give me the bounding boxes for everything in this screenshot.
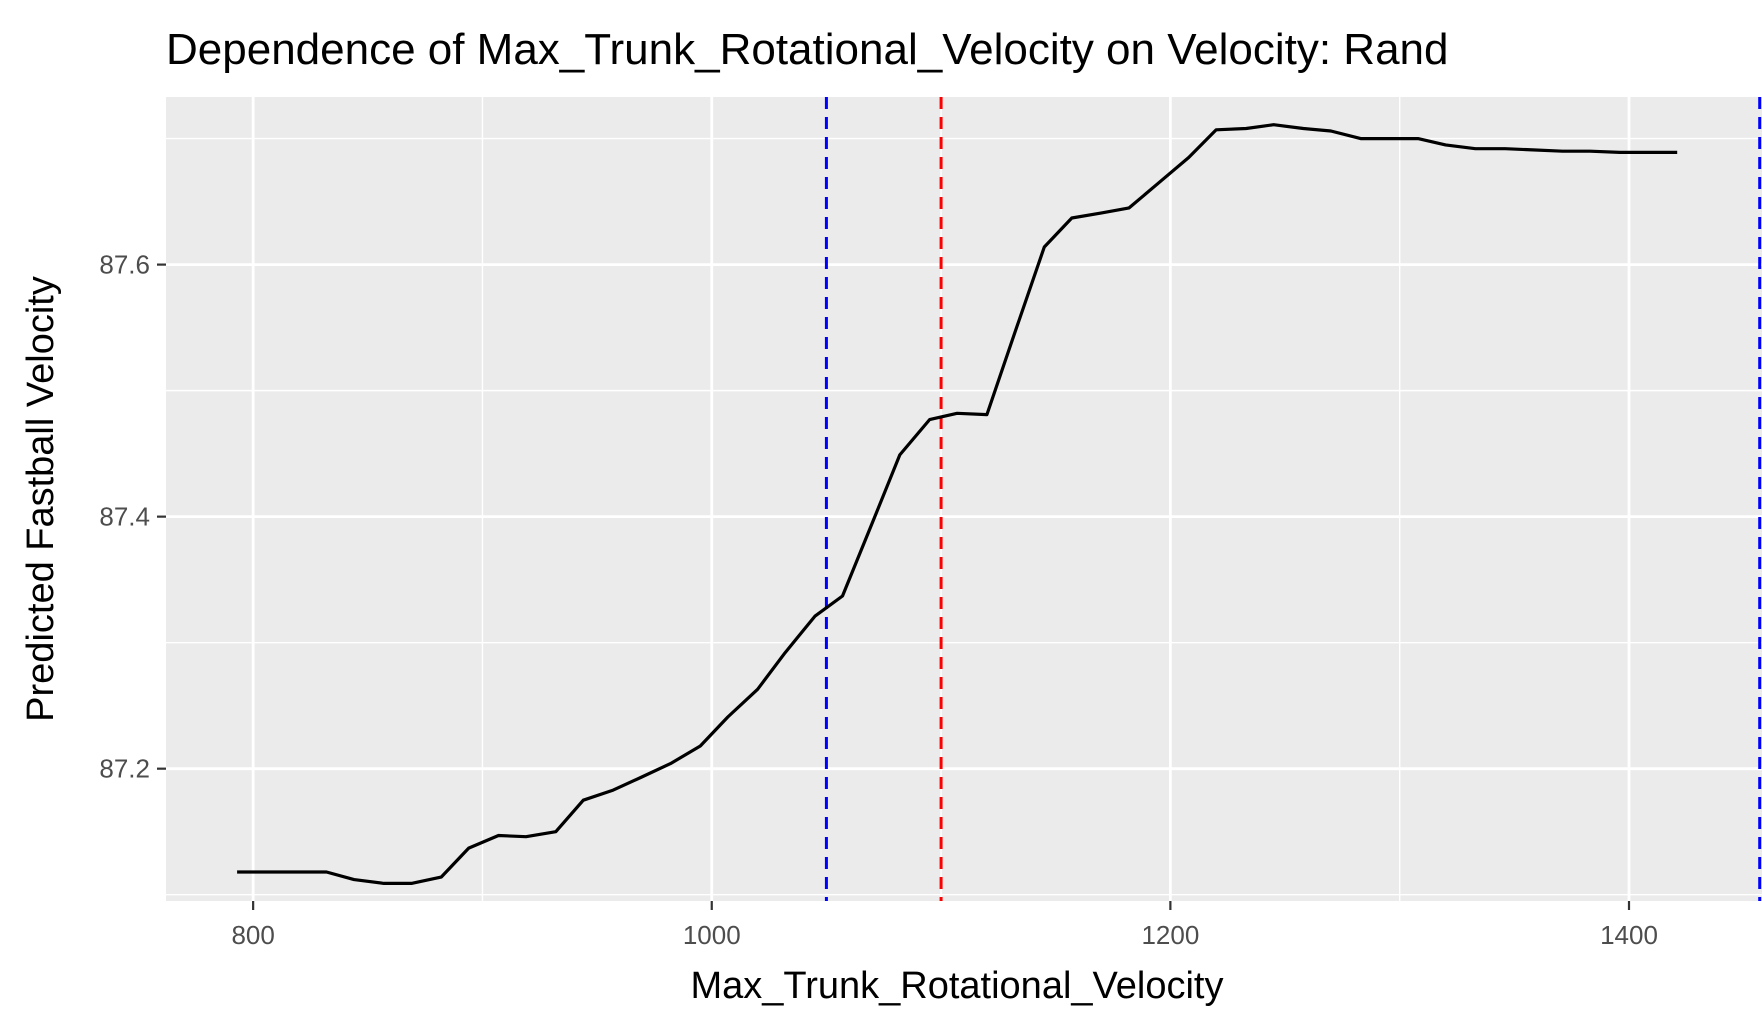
plot-panel [166, 97, 1762, 901]
x-axis-ticks: 800 1000 1200 1400 [231, 901, 1658, 950]
x-axis-title: Max_Trunk_Rotational_Velocity [691, 965, 1224, 1007]
x-tick-label: 1000 [683, 920, 741, 950]
x-tick-label: 1200 [1141, 920, 1199, 950]
y-axis-title: Predicted Fastball Velocity [20, 276, 62, 722]
chart-title: Dependence of Max_Trunk_Rotational_Veloc… [166, 25, 1449, 74]
major-gridlines [166, 97, 1762, 901]
y-tick-label: 87.2 [99, 754, 150, 784]
y-tick-label: 87.6 [99, 250, 150, 280]
x-tick-label: 800 [231, 920, 274, 950]
y-tick-label: 87.4 [99, 502, 150, 532]
y-axis-ticks: 87.2 87.4 87.6 [99, 250, 166, 784]
series-line-1 [237, 123, 1678, 886]
minor-gridlines [166, 97, 1762, 901]
series-layer [237, 123, 1678, 886]
x-tick-label: 1400 [1600, 920, 1658, 950]
reference-lines [824, 97, 1762, 901]
